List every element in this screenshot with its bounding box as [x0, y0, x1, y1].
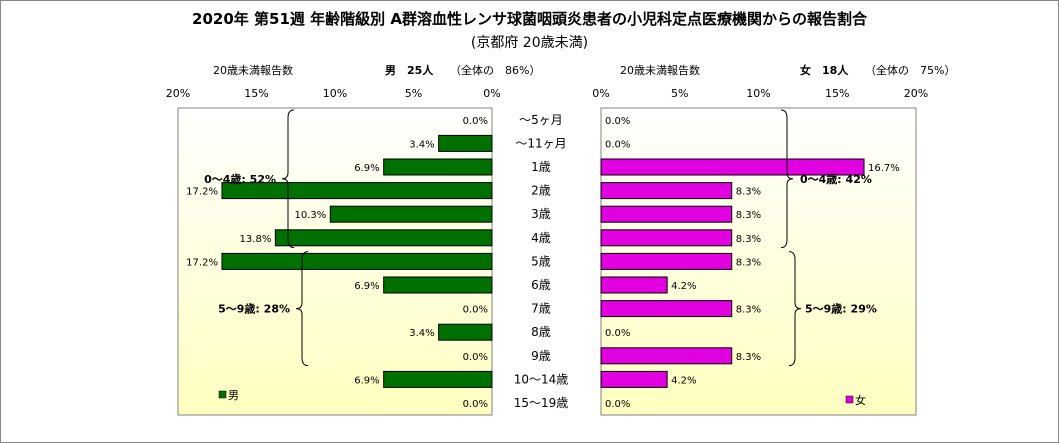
male-data-label: 0.0%: [463, 399, 488, 410]
male-bar: [383, 370, 493, 388]
category-label: 8歳: [531, 325, 551, 339]
category-label: 5歳: [531, 254, 551, 268]
male-data-label: 17.2%: [186, 187, 218, 198]
category-label: 15～19歳: [514, 396, 569, 410]
category-label: 7歳: [531, 302, 551, 316]
male-data-label: 10.3%: [295, 210, 327, 221]
right-header-label: 20歳未満報告数: [620, 64, 700, 77]
female-bar: [600, 252, 733, 270]
male-data-label: 0.0%: [463, 352, 488, 363]
female-bar: [600, 229, 733, 247]
age-group-bracket: [281, 109, 295, 249]
female-data-label: 8.3%: [736, 352, 761, 363]
female-data-label: 0.0%: [605, 116, 630, 127]
male-data-label: 3.4%: [409, 328, 434, 339]
right-x-tick-label: 15%: [825, 87, 849, 100]
left-header-label: 20歳未満報告数: [213, 64, 293, 77]
category-label: ～5ヶ月: [519, 113, 563, 127]
category-label: 1歳: [531, 160, 551, 174]
male-data-label: 6.9%: [354, 163, 379, 174]
female-data-label: 0.0%: [605, 399, 630, 410]
male-bar: [274, 229, 493, 247]
age-group-bracket: [780, 109, 794, 249]
male-bar: [383, 158, 493, 176]
left-header-sex-count: 男 25人: [385, 64, 434, 77]
female-data-label: 4.2%: [671, 375, 696, 386]
female-data-label: 4.2%: [671, 281, 696, 292]
female-bar: [600, 300, 733, 318]
right-x-tick-label: 20%: [904, 87, 928, 100]
legend-male-swatch: [218, 390, 227, 399]
age-group-label: 5～9歳: 28%: [218, 302, 290, 316]
male-bar: [221, 252, 493, 270]
legend-male-label: 男: [228, 389, 239, 402]
category-label: 4歳: [531, 231, 551, 245]
right-x-tick-label: 0%: [592, 87, 609, 100]
category-label: 2歳: [531, 184, 551, 198]
female-bar: [600, 276, 668, 294]
right-x-tick-label: 5%: [671, 87, 688, 100]
left-x-tick-label: 15%: [244, 87, 268, 100]
right-x-tick-label: 10%: [746, 87, 770, 100]
female-bar: [600, 205, 733, 223]
age-group-label: 0～4歳: 42%: [800, 172, 872, 186]
left-header-share: （全体の 86%）: [450, 64, 541, 77]
female-data-label: 8.3%: [736, 234, 761, 245]
right-header-share: （全体の 75%）: [865, 64, 956, 77]
male-bar: [438, 323, 493, 341]
legend-female-swatch: [845, 395, 854, 404]
male-data-label: 3.4%: [409, 139, 434, 150]
category-label: 10～14歳: [514, 372, 569, 386]
female-data-label: 8.3%: [736, 187, 761, 198]
category-label: ～11ヶ月: [515, 136, 566, 150]
female-data-label: 8.3%: [736, 210, 761, 221]
chart-subtitle: (京都府 20歳未満): [470, 35, 589, 51]
chart-title: 2020年 第51週 年齢階級別 A群溶血性レンサ球菌咽頭炎患者の小児科定点医療…: [192, 10, 867, 28]
female-data-label: 16.7%: [868, 163, 900, 174]
female-data-label: 0.0%: [605, 328, 630, 339]
age-group-label: 5～9歳: 29%: [805, 302, 877, 316]
age-group-bracket: [788, 251, 802, 367]
male-data-label: 17.2%: [186, 257, 218, 268]
male-data-label: 0.0%: [463, 305, 488, 316]
female-data-label: 0.0%: [605, 139, 630, 150]
male-bar: [221, 182, 493, 200]
female-bar: [600, 182, 733, 200]
female-bar: [600, 347, 733, 365]
left-x-tick-label: 5%: [405, 87, 422, 100]
category-label: 6歳: [531, 278, 551, 292]
left-x-tick-label: 0%: [483, 87, 500, 100]
category-label: 3歳: [531, 207, 551, 221]
male-data-label: 6.9%: [354, 281, 379, 292]
male-data-label: 6.9%: [354, 375, 379, 386]
female-data-label: 8.3%: [736, 305, 761, 316]
left-x-tick-label: 20%: [166, 87, 190, 100]
female-data-label: 8.3%: [736, 257, 761, 268]
age-group-bracket: [295, 251, 309, 367]
left-x-tick-label: 10%: [323, 87, 347, 100]
female-bar: [600, 370, 668, 388]
legend-female-label: 女: [855, 393, 866, 407]
right-header-sex-count: 女 18人: [800, 64, 849, 77]
male-bar: [329, 205, 493, 223]
male-bar: [438, 134, 493, 152]
male-bar: [383, 276, 493, 294]
age-group-label: 0～4歳: 52%: [204, 172, 276, 186]
male-data-label: 13.8%: [240, 234, 272, 245]
female-bar: [600, 158, 865, 176]
category-label: 9歳: [531, 349, 551, 363]
male-data-label: 0.0%: [463, 116, 488, 127]
